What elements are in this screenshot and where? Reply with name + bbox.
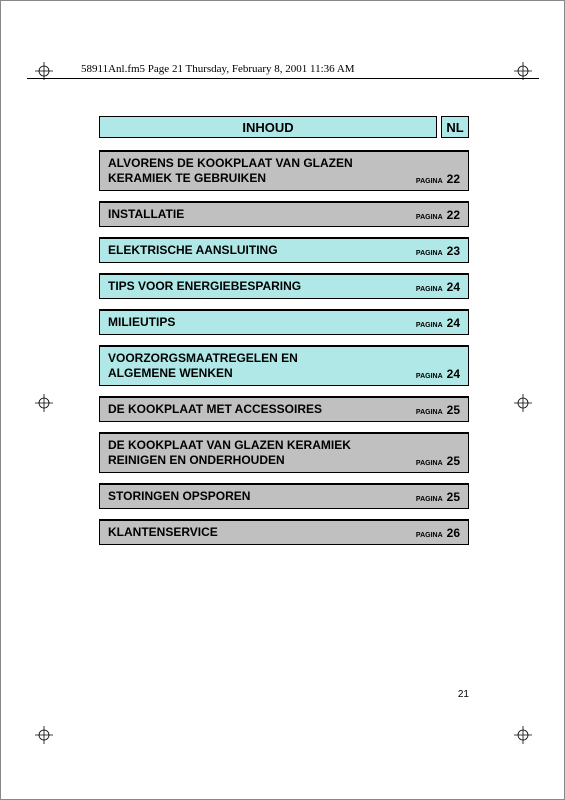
page-value: 24 — [447, 316, 460, 330]
page-label: PAGINA — [416, 214, 443, 221]
toc-entry: ELEKTRISCHE AANSLUITINGPAGINA 23 — [99, 237, 469, 263]
toc-entry-text: ALVORENS DE KOOKPLAAT VAN GLAZEN KERAMIE… — [108, 156, 368, 186]
toc-entry: MILIEUTIPSPAGINA 24 — [99, 309, 469, 335]
page-value: 22 — [447, 208, 460, 222]
toc-entry-text: ELEKTRISCHE AANSLUITING — [108, 243, 416, 258]
toc-entry: TIPS VOOR ENERGIEBESPARINGPAGINA 24 — [99, 273, 469, 299]
toc-entry-page: PAGINA 25 — [416, 490, 460, 504]
toc-entry-text: STORINGEN OPSPOREN — [108, 489, 416, 504]
title-lang: NL — [441, 116, 469, 138]
toc-entry: VOORZORGSMAATREGELEN EN ALGEMENE WENKEN P… — [99, 345, 469, 386]
page-label: PAGINA — [416, 286, 443, 293]
crop-mark-icon — [514, 394, 532, 412]
toc-entry-text: DE KOOKPLAAT VAN GLAZEN KERAMIEK REINIGE… — [108, 438, 368, 468]
title-main: INHOUD — [99, 116, 437, 138]
page-label: PAGINA — [416, 460, 443, 467]
toc-entry-page: PAGINA 24 — [416, 367, 460, 381]
header-rule — [27, 78, 539, 79]
toc-entry: KLANTENSERVICEPAGINA 26 — [99, 519, 469, 545]
page-value: 22 — [447, 172, 460, 186]
toc-entry: DE KOOKPLAAT VAN GLAZEN KERAMIEK REINIGE… — [99, 432, 469, 473]
toc-entry-page: PAGINA 22 — [416, 172, 460, 186]
page-label: PAGINA — [416, 322, 443, 329]
toc-entry-page: PAGINA 22 — [416, 208, 460, 222]
crop-mark-icon — [35, 394, 53, 412]
page-value: 26 — [447, 526, 460, 540]
toc-entry-text: DE KOOKPLAAT MET ACCESSOIRES — [108, 402, 416, 417]
page: 58911Anl.fm5 Page 21 Thursday, February … — [0, 0, 565, 800]
page-label: PAGINA — [416, 178, 443, 185]
page-value: 24 — [447, 367, 460, 381]
crop-mark-icon — [514, 62, 532, 80]
toc-entry-text: INSTALLATIE — [108, 207, 416, 222]
page-label: PAGINA — [416, 409, 443, 416]
crop-mark-icon — [514, 726, 532, 744]
toc-list: ALVORENS DE KOOKPLAAT VAN GLAZEN KERAMIE… — [99, 150, 469, 545]
page-label: PAGINA — [416, 532, 443, 539]
toc-entry: DE KOOKPLAAT MET ACCESSOIRESPAGINA 25 — [99, 396, 469, 422]
page-value: 23 — [447, 244, 460, 258]
toc-entry-text: TIPS VOOR ENERGIEBESPARING — [108, 279, 416, 294]
toc-entry-page: PAGINA 25 — [416, 454, 460, 468]
toc-entry: ALVORENS DE KOOKPLAAT VAN GLAZEN KERAMIE… — [99, 150, 469, 191]
crop-mark-icon — [35, 62, 53, 80]
toc-entry-text: MILIEUTIPS — [108, 315, 416, 330]
title-row: INHOUD NL — [99, 116, 469, 138]
toc-entry-page: PAGINA 24 — [416, 316, 460, 330]
toc-entry-page: PAGINA 23 — [416, 244, 460, 258]
toc-entry: INSTALLATIEPAGINA 22 — [99, 201, 469, 227]
page-number: 21 — [458, 689, 469, 700]
page-label: PAGINA — [416, 250, 443, 257]
toc-entry: STORINGEN OPSPORENPAGINA 25 — [99, 483, 469, 509]
page-value: 25 — [447, 403, 460, 417]
toc-entry-page: PAGINA 25 — [416, 403, 460, 417]
page-label: PAGINA — [416, 496, 443, 503]
toc-entry-page: PAGINA 24 — [416, 280, 460, 294]
page-value: 25 — [447, 490, 460, 504]
page-value: 25 — [447, 454, 460, 468]
page-value: 24 — [447, 280, 460, 294]
toc-content: INHOUD NL ALVORENS DE KOOKPLAAT VAN GLAZ… — [99, 116, 469, 555]
toc-entry-text: VOORZORGSMAATREGELEN EN ALGEMENE WENKEN — [108, 351, 368, 381]
header-text: 58911Anl.fm5 Page 21 Thursday, February … — [81, 63, 355, 75]
toc-entry-page: PAGINA 26 — [416, 526, 460, 540]
crop-mark-icon — [35, 726, 53, 744]
toc-entry-text: KLANTENSERVICE — [108, 525, 416, 540]
page-label: PAGINA — [416, 373, 443, 380]
